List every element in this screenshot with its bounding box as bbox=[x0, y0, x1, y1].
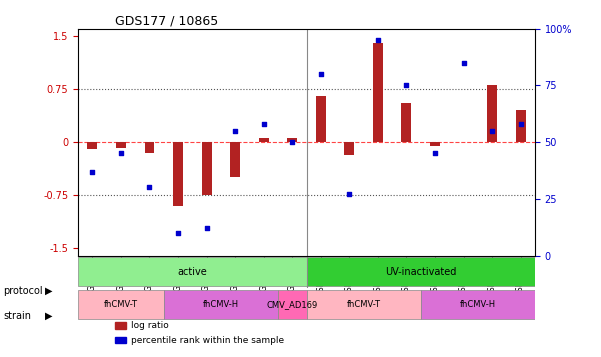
Text: active: active bbox=[177, 267, 207, 277]
Text: fhCMV-H: fhCMV-H bbox=[203, 300, 239, 309]
Point bbox=[173, 230, 183, 236]
Point bbox=[373, 37, 383, 43]
Bar bbox=[430, 142, 440, 146]
Text: CMV_AD169: CMV_AD169 bbox=[267, 300, 318, 309]
Text: strain: strain bbox=[3, 311, 31, 321]
FancyBboxPatch shape bbox=[307, 290, 421, 319]
Bar bbox=[201, 142, 212, 195]
Bar bbox=[373, 43, 383, 142]
Point bbox=[145, 185, 154, 190]
FancyBboxPatch shape bbox=[78, 257, 307, 286]
Point bbox=[202, 225, 212, 231]
Text: protocol: protocol bbox=[3, 286, 43, 296]
Bar bbox=[401, 103, 412, 142]
Point bbox=[459, 60, 468, 65]
Bar bbox=[173, 142, 183, 206]
Bar bbox=[487, 85, 497, 142]
Point bbox=[401, 82, 411, 88]
Point bbox=[487, 128, 497, 134]
Bar bbox=[116, 142, 126, 148]
Point bbox=[516, 121, 525, 127]
Text: percentile rank within the sample: percentile rank within the sample bbox=[130, 336, 284, 345]
Bar bbox=[344, 142, 355, 155]
Bar bbox=[230, 142, 240, 177]
Text: ▶: ▶ bbox=[45, 311, 52, 321]
Text: GDS177 / 10865: GDS177 / 10865 bbox=[115, 14, 218, 27]
Bar bbox=[115, 337, 126, 343]
Point bbox=[88, 169, 97, 174]
Bar bbox=[144, 142, 154, 153]
Point bbox=[116, 151, 126, 156]
Bar bbox=[287, 139, 297, 142]
Bar bbox=[258, 139, 269, 142]
Point bbox=[259, 121, 269, 127]
FancyBboxPatch shape bbox=[307, 257, 535, 286]
Point bbox=[430, 151, 440, 156]
FancyBboxPatch shape bbox=[421, 290, 535, 319]
Point bbox=[287, 139, 297, 145]
Text: fhCMV-T: fhCMV-T bbox=[347, 300, 380, 309]
Point bbox=[230, 128, 240, 134]
Bar bbox=[115, 322, 126, 329]
Point bbox=[316, 71, 326, 77]
Bar bbox=[316, 96, 326, 142]
Text: log ratio: log ratio bbox=[130, 321, 168, 330]
Point bbox=[344, 191, 354, 197]
Text: fhCMV-T: fhCMV-T bbox=[104, 300, 138, 309]
Bar bbox=[516, 110, 526, 142]
Text: fhCMV-H: fhCMV-H bbox=[460, 300, 496, 309]
FancyBboxPatch shape bbox=[163, 290, 278, 319]
Text: UV-inactivated: UV-inactivated bbox=[385, 267, 456, 277]
Bar bbox=[87, 142, 97, 149]
Text: ▶: ▶ bbox=[45, 286, 52, 296]
FancyBboxPatch shape bbox=[78, 290, 163, 319]
FancyBboxPatch shape bbox=[278, 290, 307, 319]
